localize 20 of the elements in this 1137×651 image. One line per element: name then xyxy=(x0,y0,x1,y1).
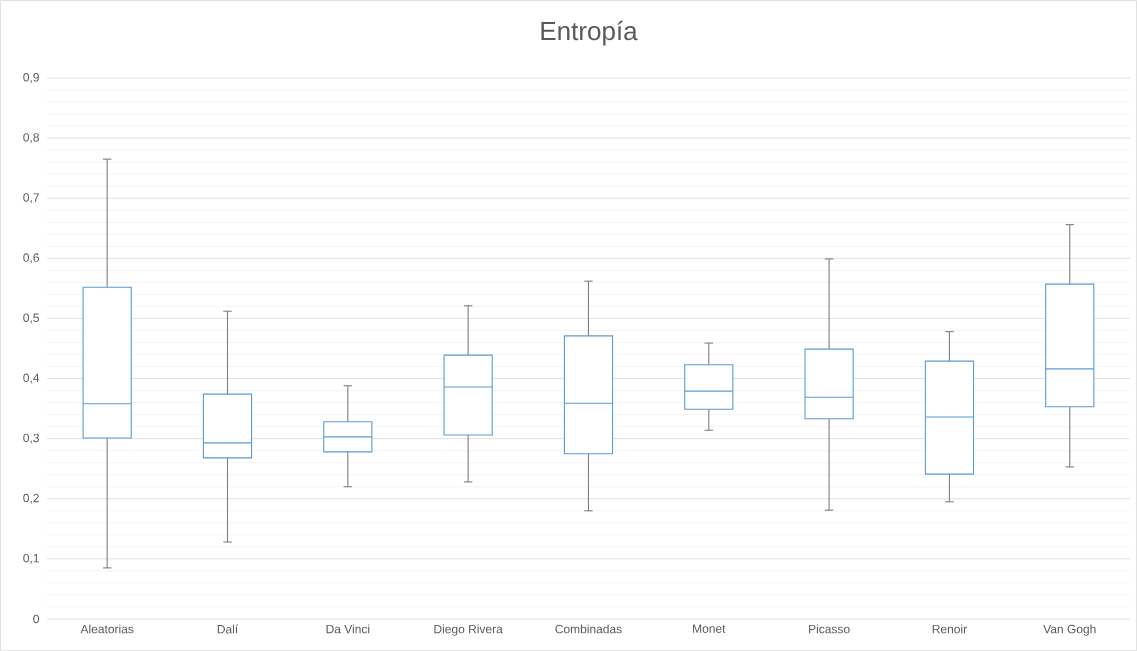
chart-title: Entropía xyxy=(541,20,638,46)
x-tick-label: Da Vinci xyxy=(326,624,370,634)
x-tick-label: Monet xyxy=(693,624,726,633)
y-tick-label: 0,1 xyxy=(23,553,39,564)
y-tick-label: 0,9 xyxy=(23,73,39,83)
y-tick-label: 0,7 xyxy=(23,193,39,204)
y-tick-label: 0,4 xyxy=(23,373,40,384)
y-tick-label: 0 xyxy=(33,614,40,624)
x-tick-label: Van Gogh xyxy=(1043,624,1096,636)
x-tick-label: Combinadas xyxy=(555,624,622,634)
y-tick-label: 0,2 xyxy=(23,493,39,504)
x-tick-label: Picasso xyxy=(809,624,850,634)
y-tick-label: 0,8 xyxy=(23,133,39,144)
x-tick-label: Dalí xyxy=(217,624,239,634)
x-tick-label: Renoir xyxy=(932,624,967,634)
x-tick-label: Diego Rivera xyxy=(434,624,503,636)
y-tick-label: 0,6 xyxy=(23,253,39,264)
y-tick-label: 0,3 xyxy=(23,433,39,444)
y-tick-label: 0,5 xyxy=(23,313,39,324)
x-tick-label: Aleatorias xyxy=(80,624,134,634)
